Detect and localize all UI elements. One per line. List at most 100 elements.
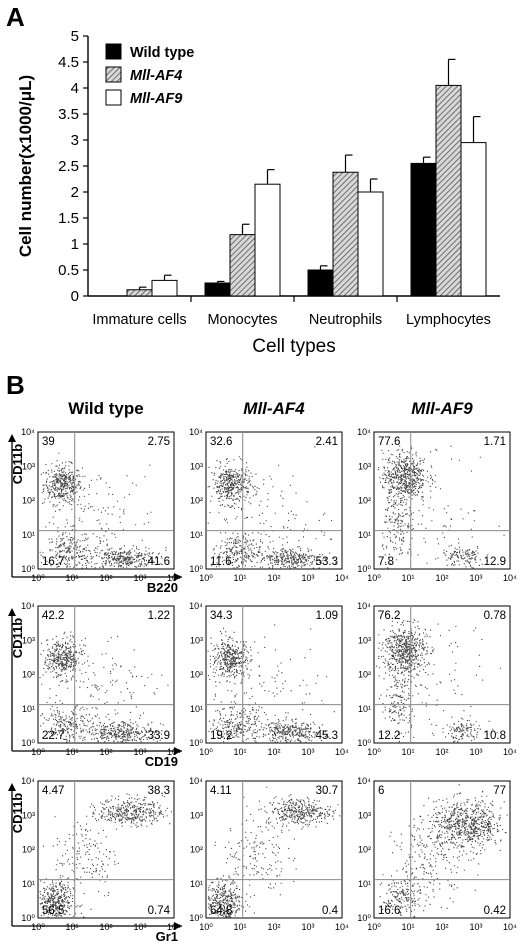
quadrant-lower-left: 56.5 (42, 905, 64, 917)
flow-plot: 77.6 1.71 7.8 12.9 10⁰ 10¹ 10² 10³ 10⁴ 10⁰ 10¹ 10² 1… (357, 427, 517, 583)
x-tick-label: 10² (435, 922, 448, 932)
x-tick-label: 10¹ (401, 573, 414, 583)
x-tick-label: 10² (267, 922, 280, 932)
legend-swatch (105, 89, 122, 106)
quadrant-upper-left: 39 (42, 436, 55, 448)
quadrant-lower-left: 64.8 (210, 905, 232, 917)
x-tick-label: 10⁰ (199, 922, 213, 932)
plot-frame (37, 431, 175, 570)
plot-frame (37, 780, 175, 919)
y-tick-label: 10¹ (358, 879, 371, 889)
y-tick-label: 1.5 (58, 210, 79, 227)
flow-plot: 32.6 2.41 11.6 53.3 10⁰ 10¹ 10² 10³ 10⁴ 10⁰ 10¹ 10²… (189, 427, 349, 583)
y-marker-label: CD11b (10, 444, 25, 485)
flow-plot: 4.11 30.7 64.8 0.4 10⁰ 10¹ 10² 10³ 10⁴ 10⁰ 10¹ 10² 1… (189, 776, 349, 932)
event-dots (39, 452, 167, 569)
x-tick-label: 10³ (469, 747, 482, 757)
flow-plot: 4.47 38.3 56.5 0.74 10⁰ 10¹ 10² 10³ 10⁴ 10⁰ 10¹ 10²… (21, 776, 181, 932)
plot-frame (205, 605, 343, 744)
y-tick-label: 4 (71, 80, 79, 97)
y-tick-label: 10⁴ (189, 601, 203, 611)
y-tick-label: 10³ (190, 635, 203, 645)
quadrant-upper-left: 76.2 (378, 610, 400, 622)
flow-plot: 76.2 0.78 12.2 10.8 10⁰ 10¹ 10² 10³ 10⁴ 10⁰ 10¹ 10²… (357, 601, 517, 757)
x-tick-label: 10¹ (401, 922, 414, 932)
event-dots (207, 446, 337, 569)
y-tick-label: 10³ (22, 461, 35, 471)
y-tick-label: 10² (22, 845, 35, 855)
quadrant-upper-right: 38.3 (148, 785, 170, 797)
x-tick-label: Neutrophils (309, 312, 382, 328)
y-tick-label: 10³ (190, 461, 203, 471)
y-tick-label: 10⁴ (21, 427, 35, 437)
y-tick-label: 10³ (358, 810, 371, 820)
quadrant-upper-left: 34.3 (210, 610, 232, 622)
event-dots (379, 784, 508, 918)
bar (410, 162, 437, 297)
y-tick-label: 10⁰ (21, 738, 35, 748)
quadrant-upper-right: 1.71 (484, 436, 506, 448)
y-marker-arrowhead (8, 434, 16, 442)
quadrant-lower-left: 11.6 (210, 556, 232, 568)
y-tick-label: 2.5 (58, 158, 79, 175)
y-tick-label: 10¹ (190, 879, 203, 889)
x-tick-label: 10⁰ (31, 573, 45, 583)
y-tick-label: 10² (22, 670, 35, 680)
y-marker-arrowhead (8, 608, 16, 616)
y-axis-title: Cell number(x1000/μL) (16, 75, 35, 257)
y-tick-label: 10³ (358, 461, 371, 471)
y-tick-label: 10⁰ (189, 564, 203, 574)
y-marker-label: CD11b (10, 793, 25, 834)
x-tick-label: 10⁰ (31, 922, 45, 932)
quadrant-upper-right: 77 (493, 785, 506, 797)
quadrant-upper-right: 1.22 (148, 610, 170, 622)
x-marker-label: CD19 (145, 754, 178, 769)
x-tick-label: 10⁴ (335, 573, 349, 583)
x-marker-arrowhead (174, 747, 182, 755)
plot-frame (37, 605, 175, 744)
event-dots (376, 610, 501, 743)
quadrant-upper-right: 2.41 (316, 436, 338, 448)
y-tick-label: 10⁰ (357, 564, 371, 574)
plot-frame (205, 431, 343, 570)
x-tick-label: 10¹ (233, 573, 246, 583)
quadrant-lower-left: 16.6 (378, 905, 400, 917)
column-header: Mll-AF9 (411, 399, 473, 418)
y-tick-label: 10⁰ (21, 913, 35, 923)
quadrant-lower-right: 45.3 (316, 730, 338, 742)
column-header: Mll-AF4 (243, 399, 305, 418)
y-tick-label: 10¹ (22, 704, 35, 714)
legend-swatch (105, 43, 122, 60)
x-marker-label: Gr1 (156, 929, 178, 944)
x-tick-label: 10² (99, 747, 112, 757)
y-tick-label: 10² (190, 496, 203, 506)
x-tick-label: 10³ (301, 922, 314, 932)
x-marker-label: B220 (147, 580, 178, 595)
x-tick-label: 10⁰ (199, 573, 213, 583)
y-tick-label: 5 (71, 28, 79, 45)
x-tick-label: 10¹ (65, 747, 78, 757)
y-tick-label: 10¹ (22, 879, 35, 889)
x-tick-label: 10⁴ (503, 573, 517, 583)
quadrant-lower-left: 22.7 (42, 730, 64, 742)
y-tick-label: 2 (71, 184, 79, 201)
y-tick-label: 3 (71, 132, 79, 149)
quadrant-lower-right: 33.9 (148, 730, 170, 742)
quadrant-lower-left: 16.7 (42, 556, 64, 568)
flow-plot: 34.3 1.09 19.2 45.3 10⁰ 10¹ 10² 10³ 10⁴ 10⁰ 10¹ 10²… (189, 601, 349, 757)
x-tick-label: 10⁰ (367, 747, 381, 757)
bar (307, 269, 334, 297)
plot-frame (373, 431, 511, 570)
y-tick-label: 0 (71, 288, 79, 305)
x-tick-label: 10¹ (233, 922, 246, 932)
x-tick-label: 10² (435, 747, 448, 757)
y-tick-label: 4.5 (58, 54, 79, 71)
bar (229, 234, 256, 297)
quadrant-upper-left: 4.11 (210, 785, 232, 797)
x-tick-label: 10² (267, 747, 280, 757)
x-tick-label: 10³ (469, 573, 482, 583)
y-tick-label: 10⁴ (357, 427, 371, 437)
plot-frame (373, 605, 511, 744)
bar (357, 191, 384, 297)
quadrant-lower-right: 12.9 (484, 556, 506, 568)
